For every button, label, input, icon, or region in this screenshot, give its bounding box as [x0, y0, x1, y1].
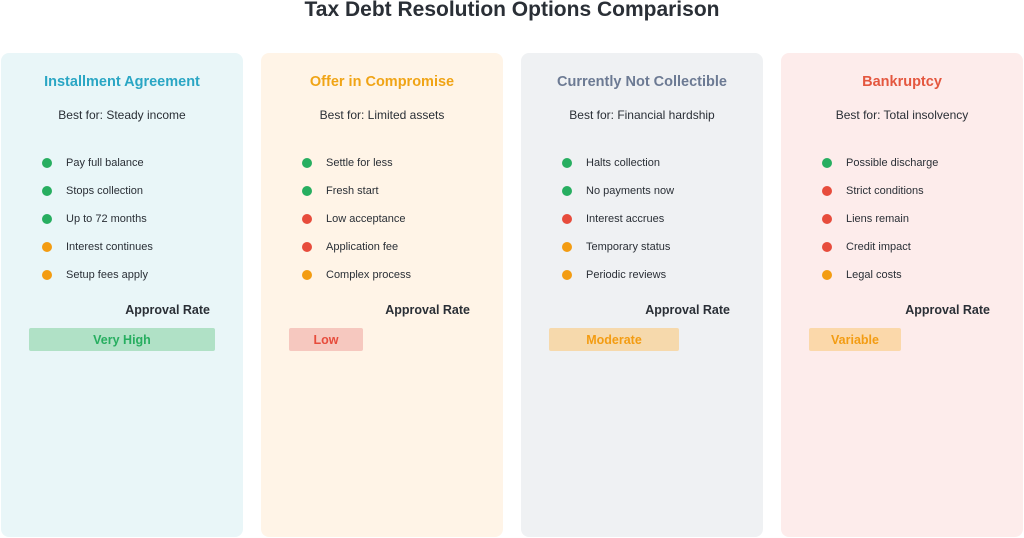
best-for-text: Best for: Steady income	[58, 108, 186, 122]
option-card: Offer in Compromise Best for: Limited ass…	[261, 53, 503, 537]
positive-dot-icon	[302, 158, 312, 168]
feature-text: Possible discharge	[846, 157, 939, 169]
feature-text: Fresh start	[326, 185, 379, 197]
feature-text: Low acceptance	[326, 213, 406, 225]
feature-item: Legal costs	[822, 261, 938, 289]
feature-item: Liens remain	[822, 205, 938, 233]
feature-text: Complex process	[326, 269, 411, 281]
feature-text: No payments now	[586, 185, 675, 197]
positive-dot-icon	[822, 158, 832, 168]
option-card: Currently Not Collectible Best for: Finan…	[521, 53, 763, 537]
best-for-text: Best for: Financial hardship	[569, 108, 715, 122]
option-title: Installment Agreement	[44, 74, 200, 90]
feature-text: Temporary status	[586, 241, 671, 253]
negative-dot-icon	[822, 186, 832, 196]
feature-text: Liens remain	[846, 213, 909, 225]
option-title: Currently Not Collectible	[557, 74, 727, 90]
negative-dot-icon	[562, 214, 572, 224]
approval-rate-badge: Variable	[809, 328, 901, 351]
neutral-dot-icon	[42, 270, 52, 280]
negative-dot-icon	[302, 242, 312, 252]
feature-text: Strict conditions	[846, 185, 924, 197]
feature-item: Credit impact	[822, 233, 938, 261]
best-for-text: Best for: Total insolvency	[835, 108, 969, 122]
page-title: Tax Debt Resolution Options Comparison	[304, 0, 720, 21]
feature-list: Possible discharge Strict conditions Liens…	[822, 149, 938, 289]
negative-dot-icon	[822, 214, 832, 224]
feature-item: Halts collection	[562, 149, 674, 177]
feature-item: No payments now	[562, 177, 674, 205]
feature-item: Pay full balance	[42, 149, 153, 177]
feature-item: Settle for less	[302, 149, 411, 177]
approval-rate-label: Approval Rate	[385, 303, 470, 317]
feature-item: Setup fees apply	[42, 261, 153, 289]
feature-list: Settle for less Fresh start Low acceptance…	[302, 149, 411, 289]
neutral-dot-icon	[302, 270, 312, 280]
feature-item: Fresh start	[302, 177, 411, 205]
feature-item: Application fee	[302, 233, 411, 261]
feature-item: Interest continues	[42, 233, 153, 261]
feature-item: Up to 72 months	[42, 205, 153, 233]
feature-text: Credit impact	[846, 241, 911, 253]
feature-item: Interest accrues	[562, 205, 674, 233]
feature-item: Low acceptance	[302, 205, 411, 233]
feature-text: Pay full balance	[66, 157, 144, 169]
feature-text: Stops collection	[66, 185, 144, 197]
positive-dot-icon	[562, 158, 572, 168]
feature-item: Strict conditions	[822, 177, 938, 205]
positive-dot-icon	[302, 186, 312, 196]
approval-rate-badge: Moderate	[549, 328, 679, 351]
neutral-dot-icon	[42, 242, 52, 252]
feature-text: Setup fees apply	[66, 269, 148, 281]
negative-dot-icon	[302, 214, 312, 224]
feature-text: Legal costs	[846, 269, 902, 281]
positive-dot-icon	[562, 186, 572, 196]
approval-rate-badge: Very High	[29, 328, 215, 351]
option-title: Offer in Compromise	[309, 74, 455, 90]
positive-dot-icon	[42, 214, 52, 224]
feature-text: Interest continues	[66, 241, 153, 253]
feature-text: Interest accrues	[586, 213, 665, 225]
feature-text: Application fee	[326, 241, 399, 253]
feature-text: Periodic reviews	[586, 269, 667, 281]
feature-item: Complex process	[302, 261, 411, 289]
feature-list: Pay full balance Stops collection Up to 72…	[42, 149, 153, 289]
positive-dot-icon	[42, 158, 52, 168]
feature-item: Periodic reviews	[562, 261, 674, 289]
positive-dot-icon	[42, 186, 52, 196]
neutral-dot-icon	[562, 242, 572, 252]
feature-text: Halts collection	[586, 157, 660, 169]
option-title: Bankruptcy	[862, 74, 942, 90]
feature-item: Possible discharge	[822, 149, 938, 177]
negative-dot-icon	[822, 242, 832, 252]
neutral-dot-icon	[822, 270, 832, 280]
option-card: Installment Agreement Best for: Steady in…	[1, 53, 243, 537]
feature-item: Stops collection	[42, 177, 153, 205]
approval-rate-label: Approval Rate	[905, 303, 990, 317]
option-card: Bankruptcy Best for: Total insolvency Poss…	[781, 53, 1023, 537]
best-for-text: Best for: Limited assets	[319, 108, 445, 122]
feature-list: Halts collection No payments now Interest …	[562, 149, 674, 289]
neutral-dot-icon	[562, 270, 572, 280]
feature-text: Up to 72 months	[66, 213, 147, 225]
approval-rate-badge: Low	[289, 328, 363, 351]
approval-rate-label: Approval Rate	[125, 303, 210, 317]
feature-item: Temporary status	[562, 233, 674, 261]
approval-rate-label: Approval Rate	[645, 303, 730, 317]
feature-text: Settle for less	[326, 157, 393, 169]
